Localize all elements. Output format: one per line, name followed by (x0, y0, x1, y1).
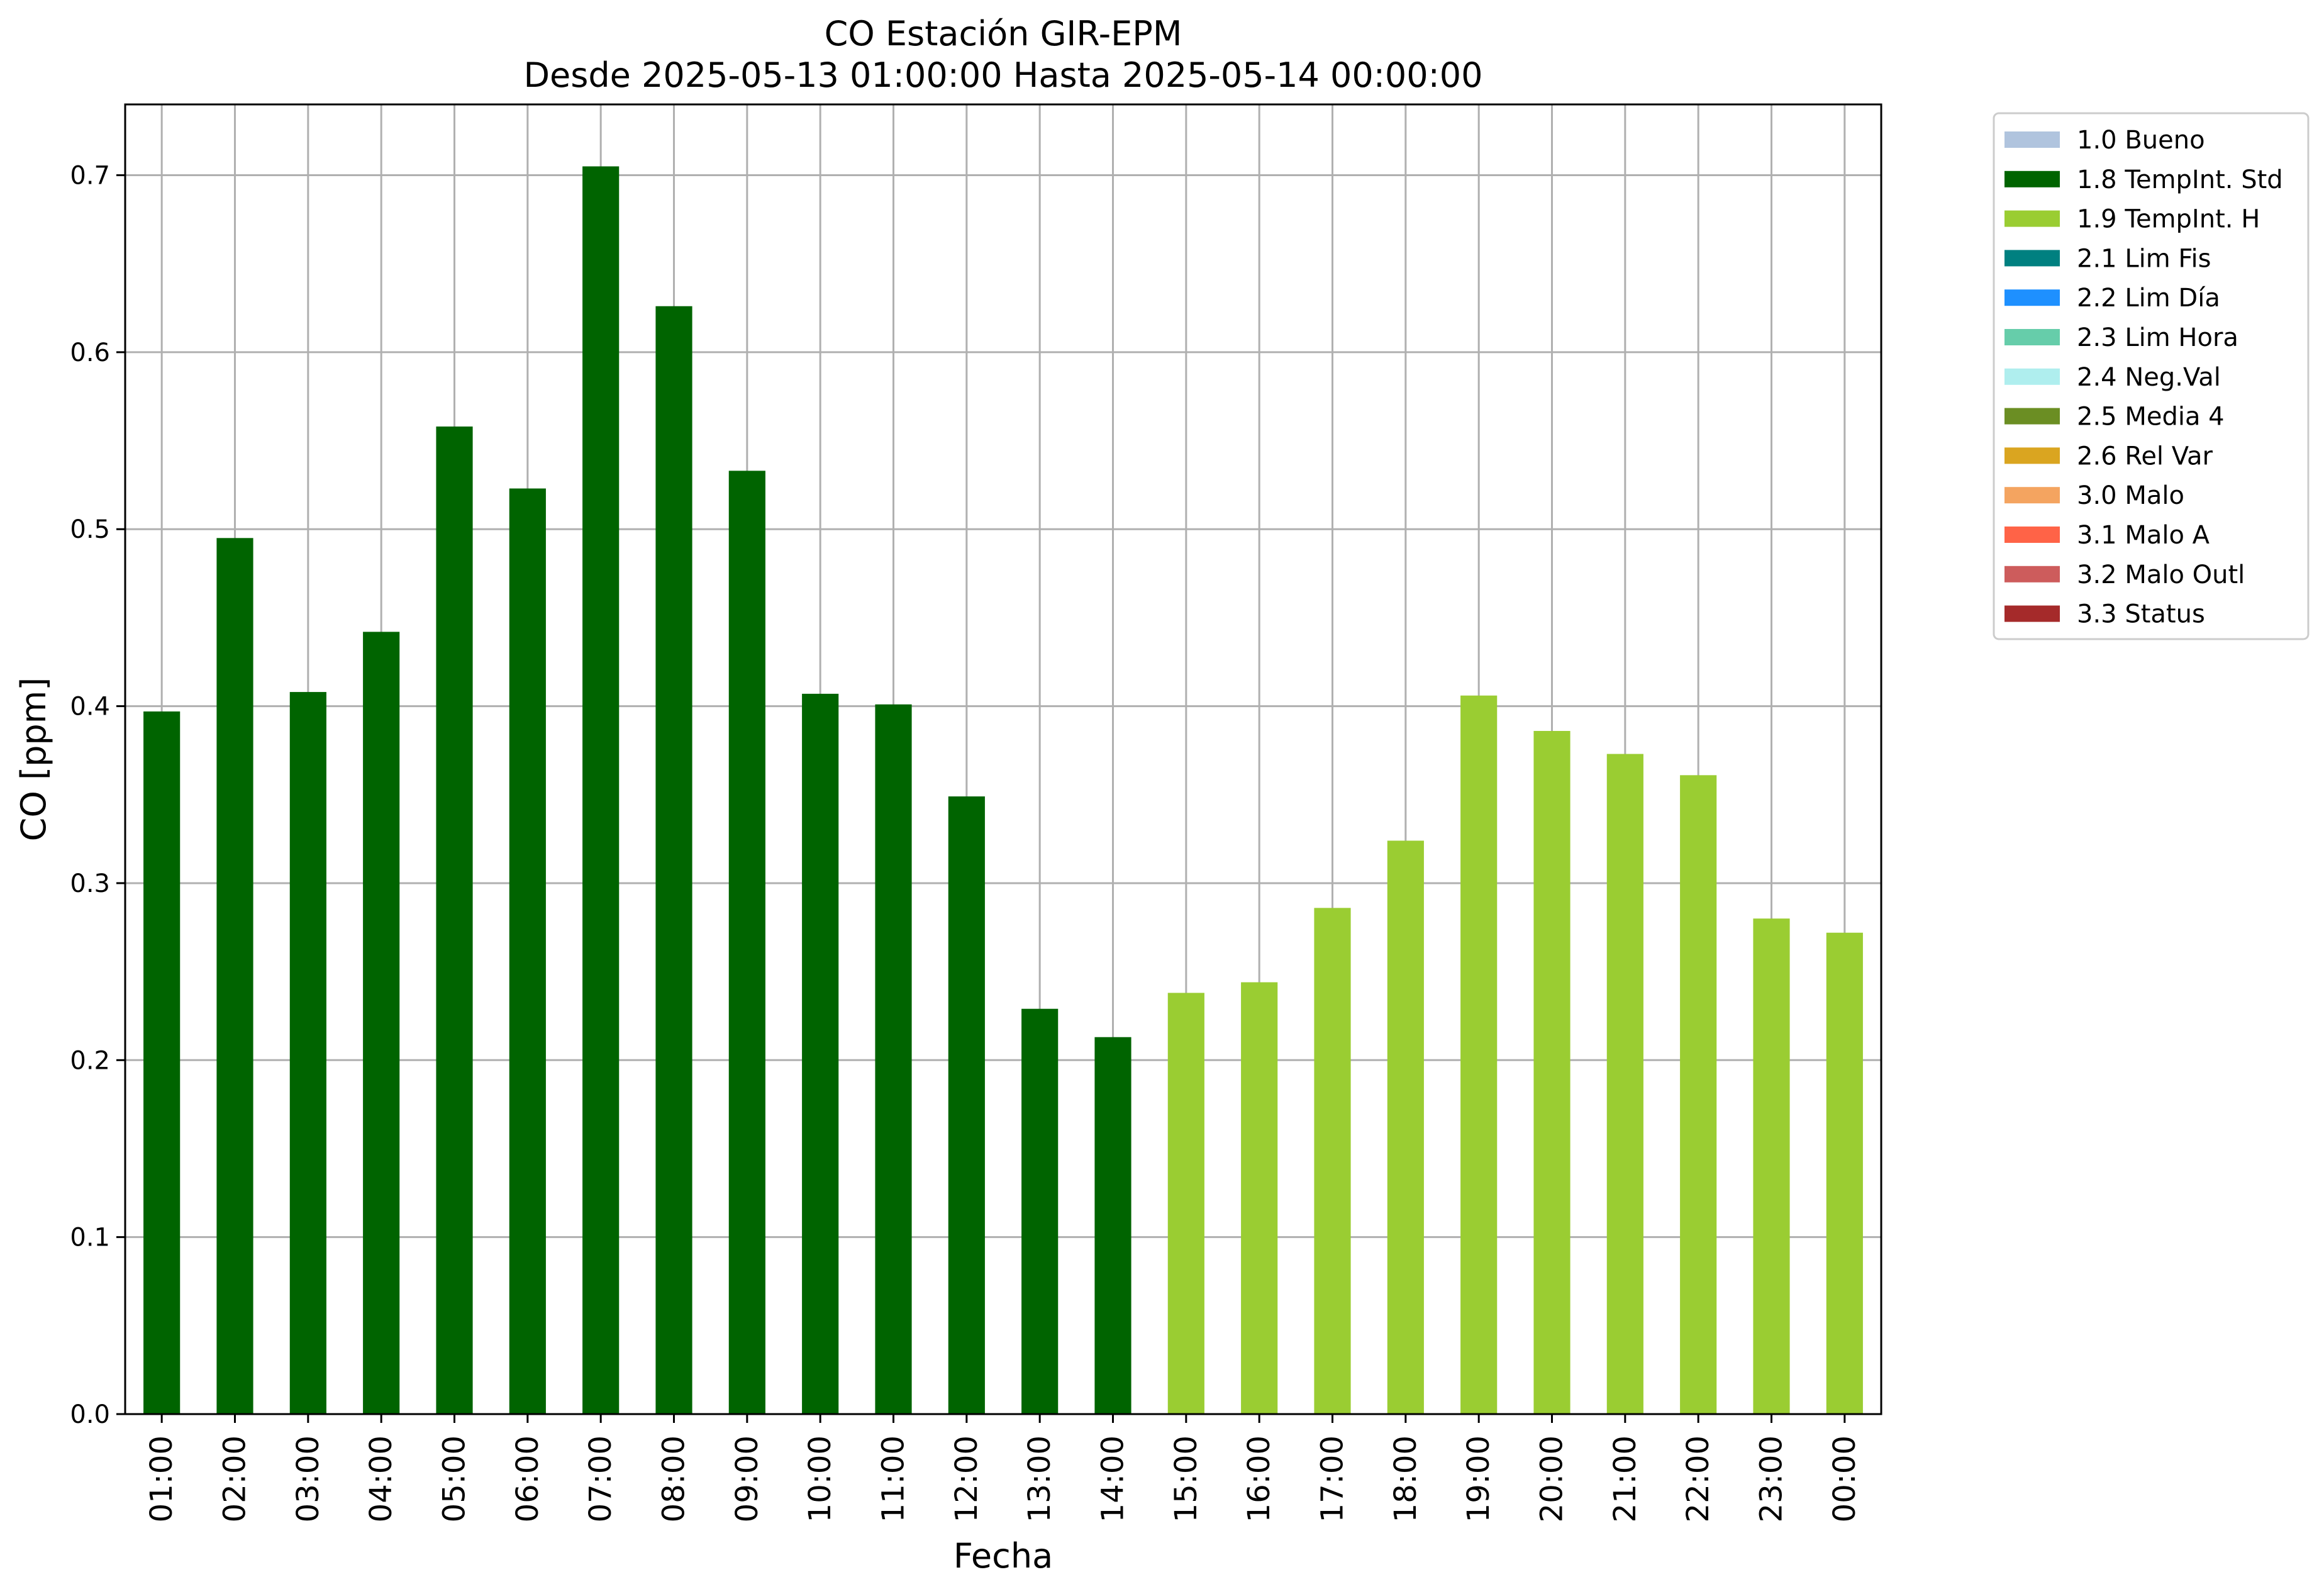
bar (1387, 840, 1424, 1414)
x-tick-label: 14:00 (1096, 1435, 1131, 1522)
y-tick-label: 0.5 (70, 515, 110, 544)
x-tick-label: 03:00 (291, 1435, 326, 1522)
x-tick-label: 20:00 (1535, 1435, 1570, 1522)
bar (1241, 982, 1278, 1414)
x-tick-label: 01:00 (144, 1435, 179, 1522)
x-tick-label: 05:00 (437, 1435, 472, 1522)
legend-swatch (2004, 605, 2060, 622)
bar (1460, 695, 1498, 1414)
bar (143, 711, 181, 1414)
x-tick-label: 22:00 (1681, 1435, 1716, 1522)
legend-label: 1.0 Bueno (2077, 126, 2205, 155)
y-tick-label: 0.6 (70, 338, 110, 367)
y-tick-label: 0.2 (70, 1046, 110, 1075)
x-tick-label: 18:00 (1388, 1435, 1423, 1522)
bar (728, 471, 765, 1415)
chart-title: CO Estación GIR-EPM (825, 14, 1182, 53)
plot-frame (124, 103, 1882, 1415)
bar (289, 692, 326, 1414)
x-tick-label: 09:00 (730, 1435, 765, 1522)
x-tick-label: 23:00 (1754, 1435, 1789, 1522)
legend-label: 1.8 TempInt. Std (2077, 165, 2283, 194)
x-tick-label: 19:00 (1461, 1435, 1496, 1522)
x-tick-label: 12:00 (949, 1435, 984, 1522)
x-tick-label: 13:00 (1022, 1435, 1057, 1522)
x-tick-label: 02:00 (218, 1435, 253, 1522)
y-tick-label: 0.3 (70, 869, 110, 898)
legend-swatch (2004, 289, 2060, 306)
legend-swatch (2004, 329, 2060, 345)
bar (1826, 932, 1863, 1414)
y-tick-label: 0.7 (70, 162, 110, 191)
bar (1533, 730, 1571, 1414)
bar (1167, 993, 1204, 1414)
x-tick-label: 16:00 (1242, 1435, 1277, 1522)
legend-label: 2.1 Lim Fis (2077, 244, 2211, 273)
y-axis-label: CO [ppm] (14, 677, 53, 842)
x-tick-label: 10:00 (803, 1435, 838, 1522)
legend-label: 3.3 Status (2077, 600, 2205, 629)
legend-swatch (2004, 408, 2060, 425)
bar (655, 306, 692, 1415)
x-tick-label: 07:00 (583, 1435, 618, 1522)
legend-swatch (2004, 566, 2060, 582)
x-tick-label: 15:00 (1169, 1435, 1204, 1522)
legend-label: 3.0 Malo (2077, 481, 2184, 510)
legend-swatch (2004, 487, 2060, 504)
x-tick-label: 06:00 (510, 1435, 545, 1522)
legend-swatch (2004, 250, 2060, 267)
bars (143, 166, 1863, 1415)
y-axis-ticks: 0.0 0.1 0.2 0.3 0.4 0.5 0.6 0.7 (70, 162, 125, 1429)
legend-label: 2.3 Lim Hora (2077, 323, 2238, 352)
x-tick-label: 08:00 (657, 1435, 692, 1522)
bar (1094, 1037, 1131, 1414)
x-tick-label: 21:00 (1608, 1435, 1643, 1522)
legend-swatch (2004, 447, 2060, 464)
legend-label: 2.6 Rel Var (2077, 442, 2213, 471)
legend-swatch (2004, 527, 2060, 543)
y-tick-label: 0.1 (70, 1223, 110, 1252)
legend-frame (1993, 112, 2310, 640)
y-tick-label: 0.4 (70, 693, 110, 722)
legend-swatch (2004, 131, 2060, 148)
bar (875, 704, 912, 1414)
bar (1021, 1008, 1059, 1414)
bar (436, 426, 473, 1414)
x-tick-label: 17:00 (1315, 1435, 1350, 1522)
legend-swatch (2004, 210, 2060, 227)
bar (948, 796, 985, 1414)
x-axis-label: Fecha (954, 1536, 1053, 1576)
legend-label: 3.1 Malo A (2077, 521, 2210, 550)
legend-swatch (2004, 368, 2060, 385)
bar (802, 693, 839, 1414)
bar (1753, 918, 1790, 1414)
bar (1680, 775, 1717, 1414)
legend-label: 3.2 Malo Outl (2077, 560, 2245, 589)
legend-label: 2.4 Neg.Val (2077, 363, 2221, 392)
legend-label: 2.5 Media 4 (2077, 403, 2225, 432)
bar (363, 632, 400, 1414)
bar (582, 166, 620, 1415)
x-tick-label: 00:00 (1827, 1435, 1862, 1522)
legend-swatch (2004, 170, 2060, 187)
bar (1606, 754, 1643, 1414)
bar (216, 538, 253, 1414)
bar (509, 488, 546, 1414)
legend-label: 1.9 TempInt. H (2077, 205, 2260, 234)
x-tick-label: 04:00 (364, 1435, 399, 1522)
x-axis-ticks: 01:00 02:00 03:00 04:00 05:00 06:00 07:00 08:00… (144, 1414, 1862, 1522)
bar (1314, 908, 1351, 1414)
x-tick-label: 11:00 (876, 1435, 911, 1522)
legend-label: 2.2 Lim Día (2077, 284, 2220, 313)
y-tick-label: 0.0 (70, 1400, 110, 1429)
chart-subtitle: Desde 2025-05-13 01:00:00 Hasta 2025-05-… (523, 55, 1482, 95)
legend: 1.0 Bueno 1.8 TempInt. Std 1.9 TempInt. H 2… (1993, 112, 2310, 640)
